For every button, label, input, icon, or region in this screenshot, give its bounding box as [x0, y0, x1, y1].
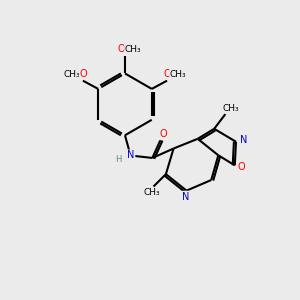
Text: N: N [240, 135, 247, 145]
Text: CH₃: CH₃ [170, 70, 187, 79]
Text: CH₃: CH₃ [125, 45, 142, 54]
Text: O: O [118, 44, 125, 54]
Text: CH₃: CH₃ [144, 188, 160, 197]
Text: O: O [163, 69, 171, 79]
Text: H: H [115, 155, 122, 164]
Text: N: N [127, 150, 134, 160]
Text: CH₃: CH₃ [222, 104, 239, 113]
Text: O: O [160, 129, 167, 140]
Text: N: N [182, 191, 189, 202]
Text: O: O [80, 69, 87, 79]
Text: O: O [238, 162, 245, 172]
Text: CH₃: CH₃ [63, 70, 80, 79]
